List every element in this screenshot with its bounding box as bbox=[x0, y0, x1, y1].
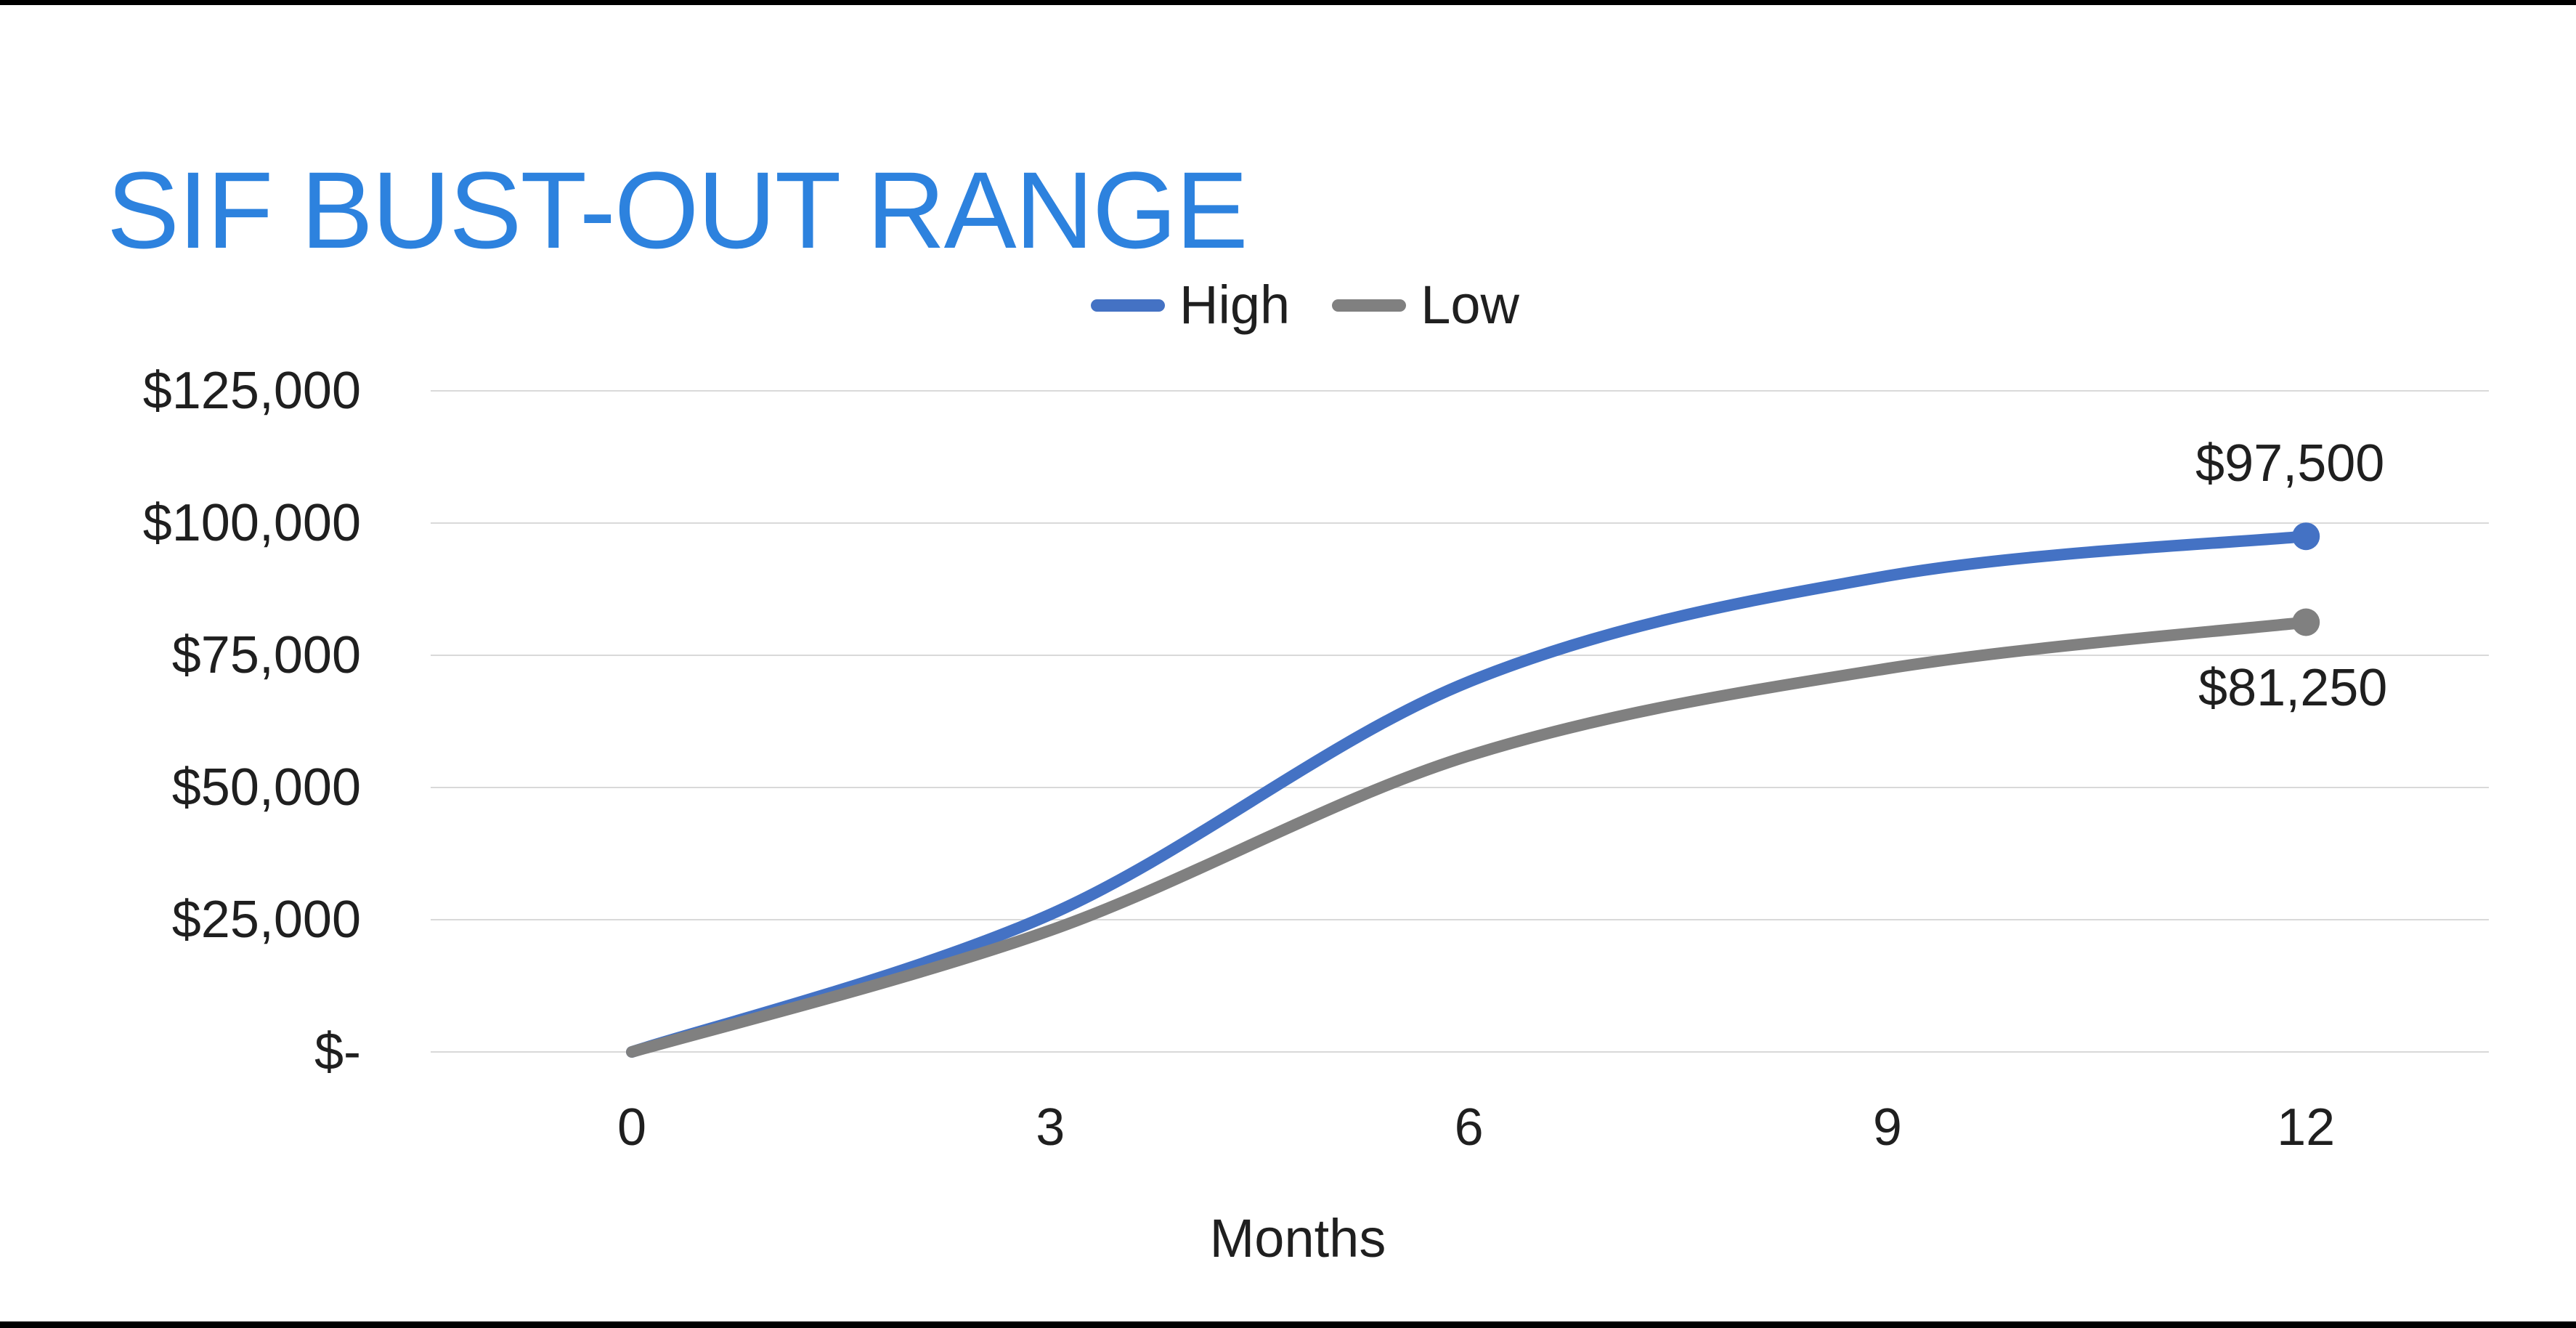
y-axis-tick-25000: $25,000 bbox=[171, 891, 361, 949]
high-series-line bbox=[626, 530, 2312, 1058]
low-series-line bbox=[626, 616, 2312, 1058]
high-end-marker bbox=[2292, 522, 2320, 551]
y-axis-tick-50000: $50,000 bbox=[171, 758, 361, 817]
legend-item-high: High bbox=[1091, 278, 1290, 332]
x-axis-tick-9: 9 bbox=[1872, 1098, 1902, 1157]
legend-item-low: Low bbox=[1332, 278, 1519, 332]
low-end-marker bbox=[2292, 608, 2320, 636]
low-series-label: Low bbox=[1421, 275, 1519, 335]
y-axis-tick-0: $- bbox=[314, 1023, 361, 1081]
y-axis-tick-75000: $75,000 bbox=[171, 626, 361, 684]
chart-legend: High Low bbox=[1091, 278, 1519, 332]
x-axis-tick-3: 3 bbox=[1036, 1098, 1065, 1157]
x-axis-title: Months bbox=[1209, 1208, 1386, 1268]
y-axis-tick-125000: $125,000 bbox=[142, 362, 361, 420]
series-lines bbox=[626, 530, 2312, 1058]
high-series-swatch bbox=[1091, 299, 1166, 312]
page-title: SIF BUST-OUT RANGE bbox=[107, 148, 1248, 271]
top-letterbox-bar bbox=[0, 0, 2576, 5]
y-axis-tick-100000: $100,000 bbox=[142, 494, 361, 552]
x-axis-tick-12: 12 bbox=[2277, 1098, 2336, 1157]
low-series-swatch bbox=[1332, 299, 1407, 312]
high-end-data-label: $97,500 bbox=[2195, 434, 2385, 493]
gridlines bbox=[431, 390, 2489, 1053]
low-end-data-label: $81,250 bbox=[2198, 658, 2388, 717]
x-axis-tick-0: 0 bbox=[617, 1098, 647, 1157]
series-end-markers bbox=[2292, 522, 2320, 636]
bottom-letterbox-bar bbox=[0, 1321, 2576, 1328]
x-axis-tick-6: 6 bbox=[1454, 1098, 1484, 1157]
high-series-label: High bbox=[1179, 275, 1291, 335]
